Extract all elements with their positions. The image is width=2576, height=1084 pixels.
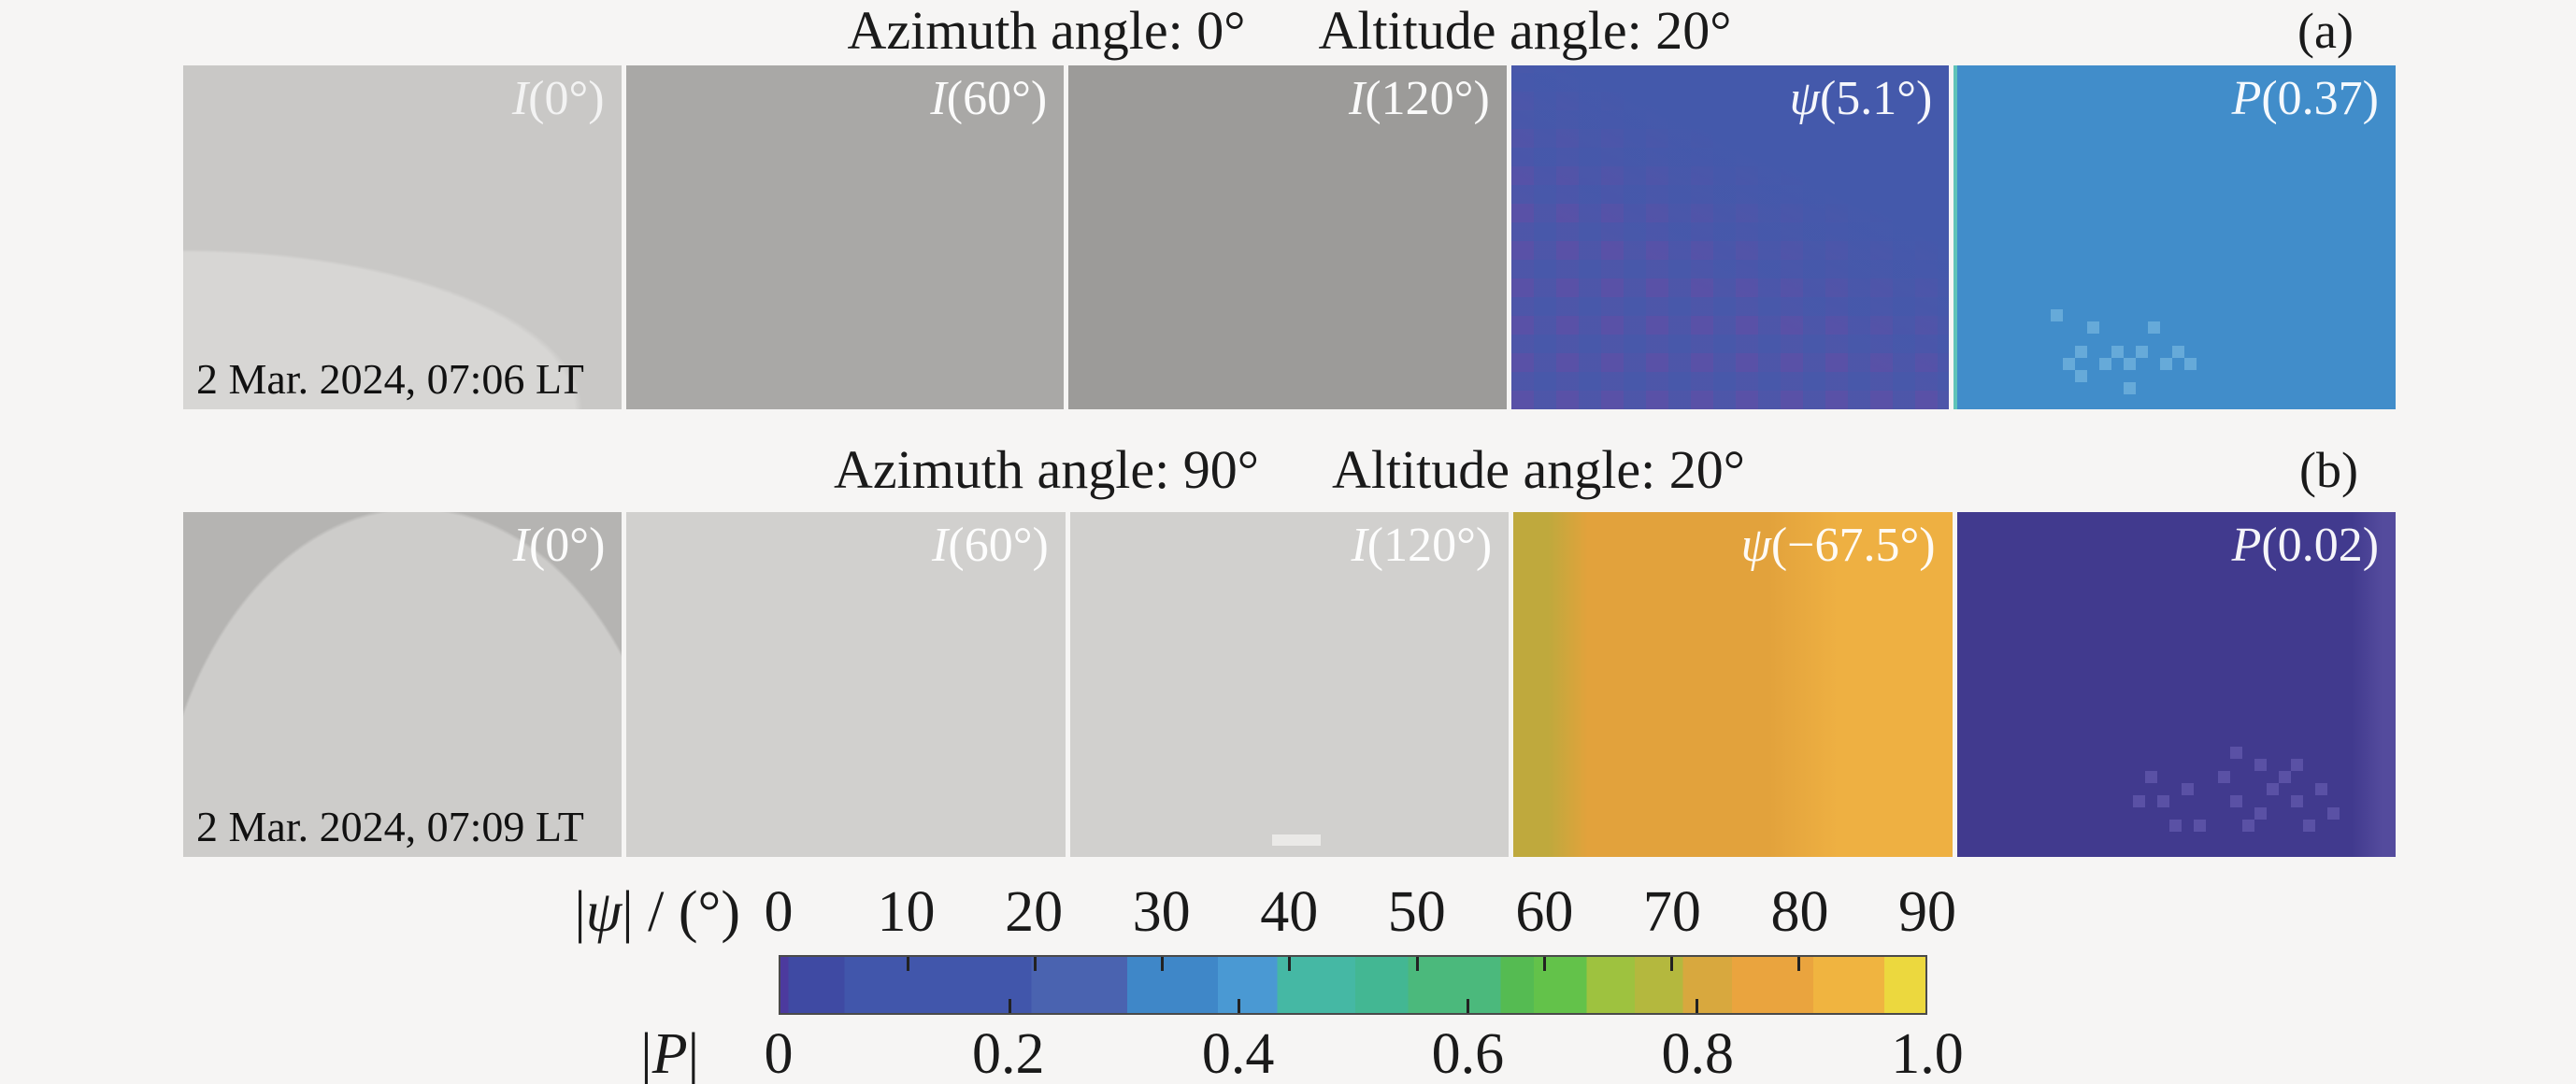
panel-a-intensity-60: I(60°) — [625, 65, 1065, 409]
colorbar-tick-mark — [1542, 957, 1546, 971]
psi-tick: 10 — [877, 880, 936, 944]
colorbar-tick-mark — [1669, 957, 1673, 971]
psi-tick: 50 — [1387, 880, 1446, 944]
colorbar-tick-mark — [1796, 957, 1800, 971]
psi-tick: 90 — [1898, 880, 1956, 944]
timestamp: 2 Mar. 2024, 07:06 LT — [196, 355, 584, 403]
p-tick: 0.8 — [1661, 1022, 1734, 1084]
row-b-corner-label: (b) — [2299, 442, 2358, 498]
panel-b-intensity-60: I(60°) — [626, 512, 1066, 857]
psi-tick: 20 — [1005, 880, 1064, 944]
p-tick: 0.6 — [1431, 1022, 1505, 1084]
p-tick: 0.4 — [1201, 1022, 1275, 1084]
colorbar-tick-mark — [1034, 957, 1038, 971]
p-tick: 0.2 — [972, 1022, 1045, 1084]
panel-label: P(0.02) — [2231, 519, 2380, 572]
row-a-panel-strip: I(0°) 2 Mar. 2024, 07:06 LT I(60°) I(120… — [183, 65, 2396, 409]
noise-speckles — [2051, 334, 2063, 346]
psi-tick: 30 — [1132, 880, 1191, 944]
panel-label: ψ(5.1°) — [1789, 72, 1933, 125]
panel-a-intensity-0: I(0°) 2 Mar. 2024, 07:06 LT — [183, 65, 622, 409]
psi-tick: 60 — [1515, 880, 1574, 944]
p-axis-label: |P| — [640, 1022, 699, 1084]
panel-b-dolp: P(0.02) — [1956, 512, 2397, 857]
panel-a-psi: ψ(5.1°) — [1510, 65, 1950, 409]
psi-tick: 80 — [1770, 880, 1829, 944]
row-b-altitude-title: Altitude angle: 20° — [1331, 439, 1745, 500]
row-b-title: Azimuth angle: 90° Altitude angle: 20° — [183, 441, 2396, 499]
colorbar-tick-mark — [1238, 999, 1240, 1013]
colorbar-tick-mark — [1467, 999, 1469, 1013]
row-a-corner-label: (a) — [2297, 3, 2354, 59]
psi-axis-label: |ψ| / (°) — [574, 880, 740, 944]
panel-label: ψ(−67.5°) — [1740, 519, 1936, 572]
panel-a-dolp: P(0.37) — [1953, 65, 2396, 409]
panel-label: I(120°) — [1349, 72, 1490, 125]
panel-label: I(120°) — [1351, 519, 1493, 572]
panel-b-psi: ψ(−67.5°) — [1513, 512, 1953, 857]
panel-label: I(0°) — [511, 72, 605, 125]
row-a-altitude-title: Altitude angle: 20° — [1318, 0, 1732, 61]
psi-tick: 70 — [1642, 880, 1701, 944]
timestamp: 2 Mar. 2024, 07:09 LT — [196, 803, 584, 850]
panel-label: P(0.37) — [2231, 72, 2379, 125]
colorbar-tick-mark — [1415, 957, 1419, 971]
colorbar-tick-mark — [1009, 999, 1011, 1013]
row-a-title: Azimuth angle: 0° Altitude angle: 20° — [183, 2, 2396, 60]
colorbar-tick-mark — [1288, 957, 1292, 971]
panel-a-intensity-120: I(120°) — [1068, 65, 1507, 409]
row-b-panel-strip: I(0°) 2 Mar. 2024, 07:09 LT I(60°) I(120… — [183, 512, 2397, 857]
row-b-azimuth-title: Azimuth angle: 90° — [834, 439, 1259, 500]
panel-label: I(60°) — [930, 72, 1048, 125]
panel-label: I(60°) — [932, 519, 1049, 572]
p-tick-labels: 0 0.2 0.4 0.6 0.8 1.0 — [765, 1022, 1964, 1084]
colorbar-tick-mark — [1696, 999, 1698, 1013]
noise-speckles — [2206, 807, 2218, 820]
colorbar-tick-mark — [1161, 957, 1165, 971]
p-tick: 1.0 — [1891, 1022, 1964, 1084]
panel-b-intensity-120: I(120°) — [1069, 512, 1510, 857]
colorbar-tick-mark — [907, 957, 910, 971]
colorbar — [779, 955, 1927, 1015]
p-tick: 0 — [764, 1022, 794, 1084]
panel-b-intensity-0: I(0°) 2 Mar. 2024, 07:09 LT — [183, 512, 623, 857]
psi-tick: 0 — [764, 880, 794, 944]
bright-spot — [1271, 834, 1321, 846]
panel-label: I(0°) — [512, 519, 606, 572]
psi-tick: 40 — [1260, 880, 1319, 944]
psi-tick-labels: 0 10 20 30 40 50 60 70 80 90 — [765, 880, 1957, 946]
row-a-azimuth-title: Azimuth angle: 0° — [847, 0, 1246, 61]
